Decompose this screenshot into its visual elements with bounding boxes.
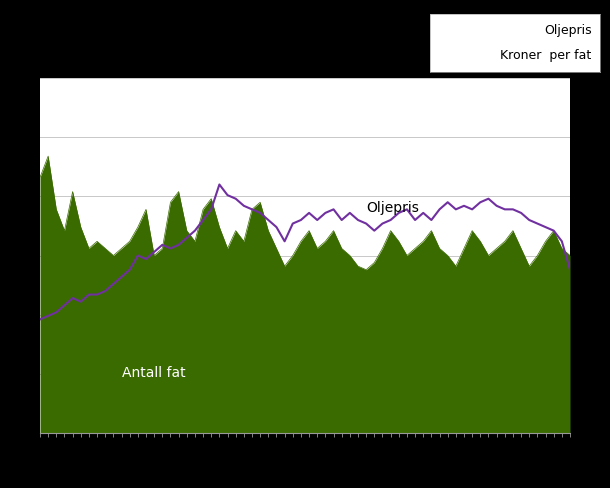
Text: Oljepris: Oljepris: [366, 201, 419, 215]
Text: Oljepris: Oljepris: [544, 24, 592, 37]
Text: Antall fat: Antall fat: [121, 366, 185, 380]
Text: Kroner  per fat: Kroner per fat: [500, 49, 592, 62]
